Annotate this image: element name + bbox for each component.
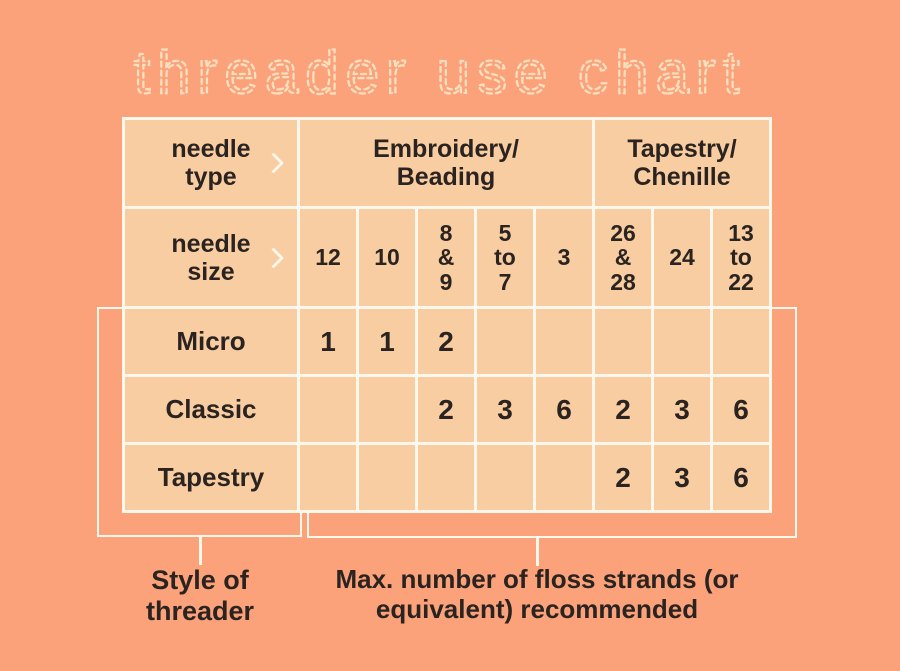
chevron-right-icon xyxy=(262,152,285,174)
cell-micro-5-to-7 xyxy=(477,309,533,374)
cell-micro-13-to-22 xyxy=(713,309,769,374)
cell-tapestry-5-to-7 xyxy=(477,445,533,510)
size-col-24: 24 xyxy=(654,209,710,306)
cell-tapestry-3 xyxy=(536,445,592,510)
cell-micro-26-28 xyxy=(595,309,651,374)
cell-tapestry-8-9 xyxy=(418,445,474,510)
size-col-5-to-7: 5 to 7 xyxy=(477,209,533,306)
cell-classic-12 xyxy=(300,377,356,442)
cell-tapestry-13-to-22: 6 xyxy=(713,445,769,510)
size-col-10: 10 xyxy=(359,209,415,306)
cell-classic-3: 6 xyxy=(536,377,592,442)
cell-classic-26-28: 2 xyxy=(595,377,651,442)
cell-micro-12: 1 xyxy=(300,309,356,374)
chart-title: threader use chart xyxy=(134,39,747,106)
cell-micro-3 xyxy=(536,309,592,374)
size-col-13-to-22: 13 to 22 xyxy=(713,209,769,306)
size-col-8-9: 8 & 9 xyxy=(418,209,474,306)
cell-tapestry-24: 3 xyxy=(654,445,710,510)
header-embroidery-beading: Embroidery/ Beading xyxy=(300,120,592,206)
cell-tapestry-10 xyxy=(359,445,415,510)
cell-classic-8-9: 2 xyxy=(418,377,474,442)
legend-max-floss-strands: Max. number of floss strands (or equival… xyxy=(335,564,739,624)
chevron-right-icon xyxy=(262,246,285,269)
cell-classic-13-to-22: 6 xyxy=(713,377,769,442)
cell-tapestry-26-28: 2 xyxy=(595,445,651,510)
header-tapestry-chenille: Tapestry/ Chenille xyxy=(595,120,769,206)
size-col-26-28: 26 & 28 xyxy=(595,209,651,306)
threader-use-table: needle type Embroidery/ Beading Tapestry… xyxy=(122,117,772,513)
size-col-3: 3 xyxy=(536,209,592,306)
cell-micro-10: 1 xyxy=(359,309,415,374)
legend-style-of-threader: Style of threader xyxy=(145,565,255,627)
row-label-classic: Classic xyxy=(125,377,297,442)
row-label-tapestry: Tapestry xyxy=(125,445,297,510)
size-col-12: 12 xyxy=(300,209,356,306)
cell-classic-10 xyxy=(359,377,415,442)
cell-needle-type: needle type xyxy=(125,120,297,206)
cell-micro-24 xyxy=(654,309,710,374)
cell-tapestry-12 xyxy=(300,445,356,510)
cell-classic-24: 3 xyxy=(654,377,710,442)
chart-title-svg: threader use chart xyxy=(132,38,747,107)
cell-micro-8-9: 2 xyxy=(418,309,474,374)
needle-type-label: needle type xyxy=(171,135,251,191)
row-label-micro: Micro xyxy=(125,309,297,374)
cell-needle-size: needle size xyxy=(125,209,297,306)
cell-classic-5-to-7: 3 xyxy=(477,377,533,442)
style-bracket-tick xyxy=(199,537,202,565)
needle-size-label: needle size xyxy=(171,229,251,286)
max-bracket-tick xyxy=(536,538,539,566)
